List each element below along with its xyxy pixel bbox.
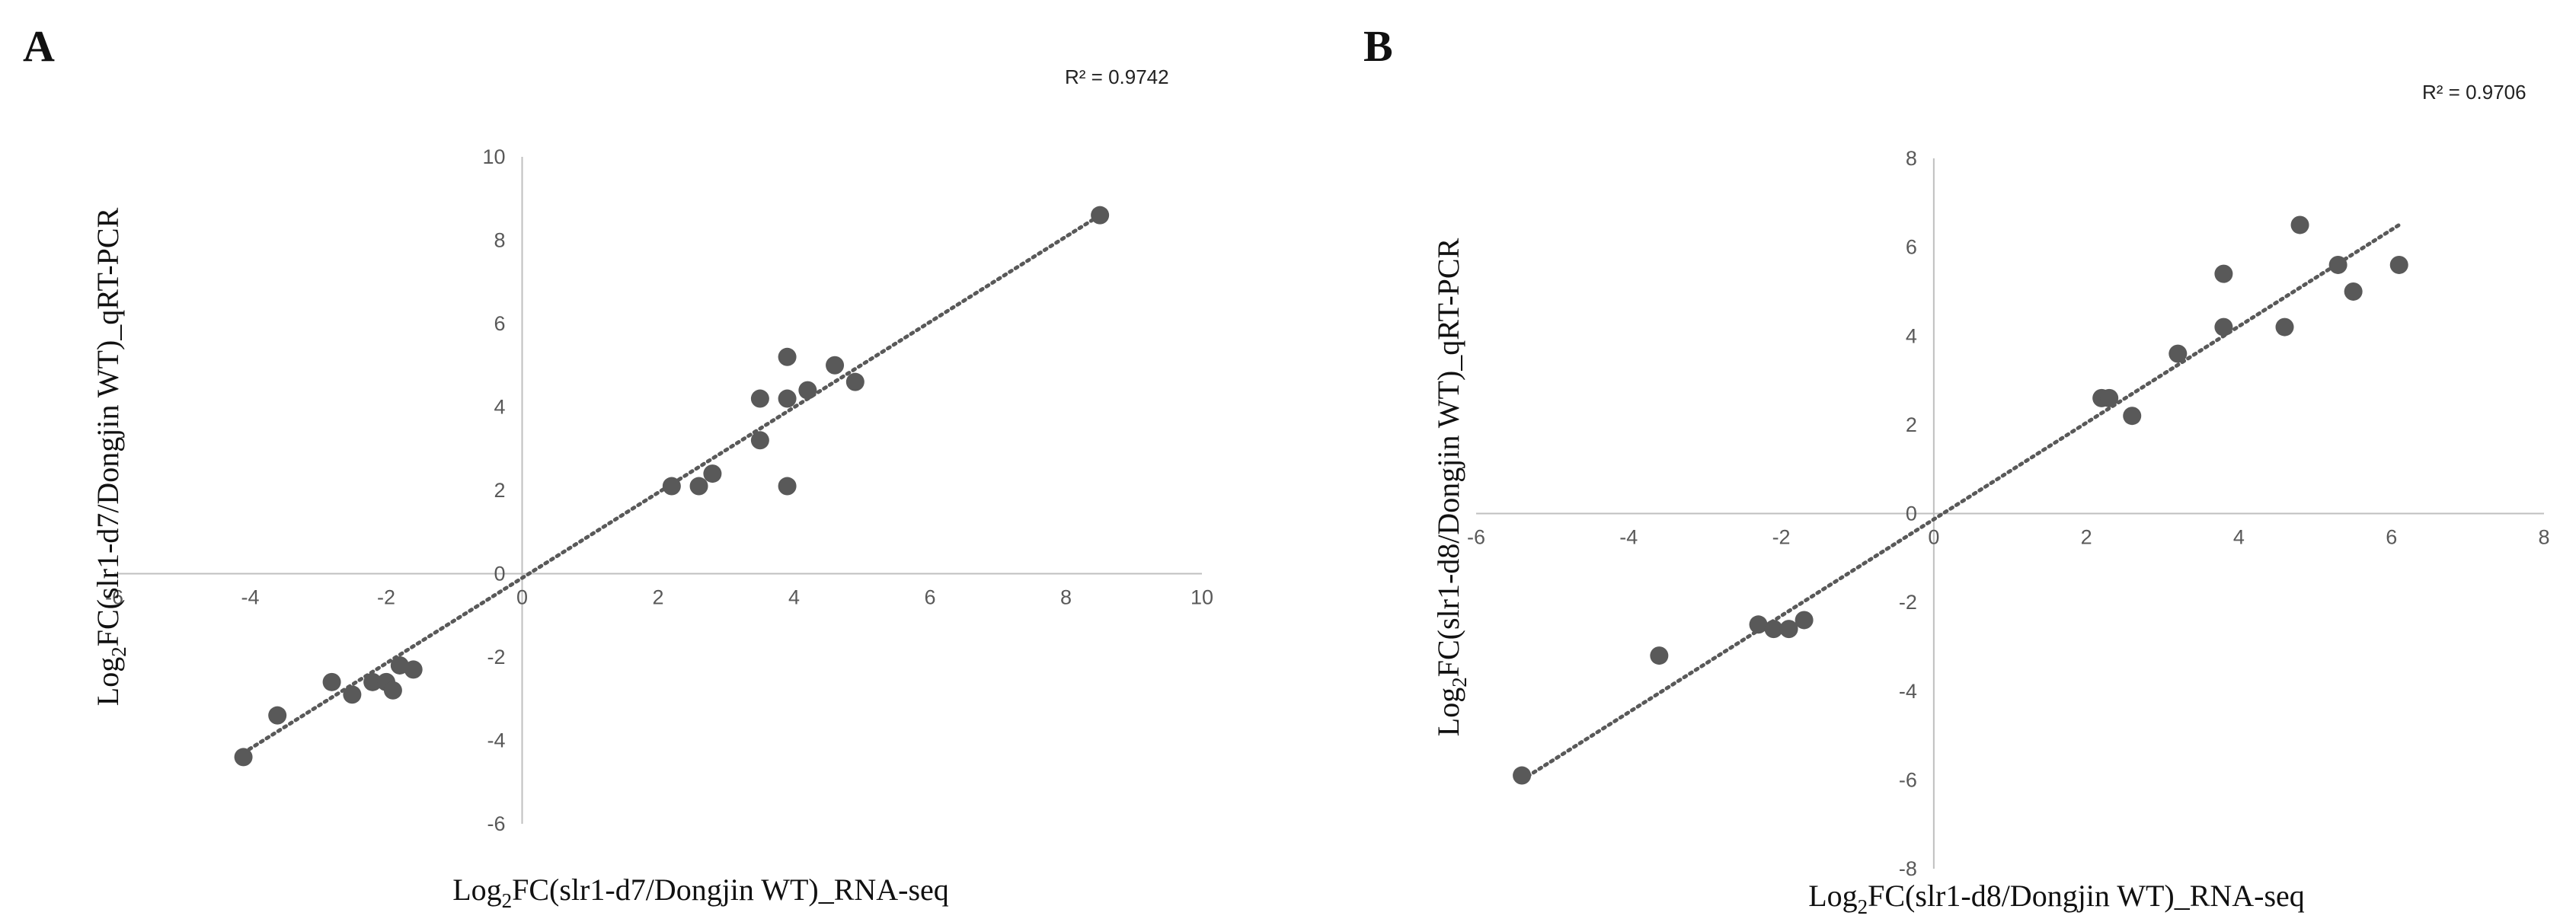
data-point <box>2169 344 2188 363</box>
y-tick-label: -2 <box>487 646 505 668</box>
x-tick-label: 2 <box>2081 526 2092 549</box>
data-point <box>703 464 722 483</box>
x-tick-label: -6 <box>105 586 123 609</box>
data-point <box>322 672 341 691</box>
data-point <box>826 356 845 375</box>
x-tick-label: -2 <box>1772 526 1791 549</box>
data-point <box>662 477 681 496</box>
x-tick-label: 4 <box>2233 526 2245 549</box>
y-tick-label: -2 <box>1899 591 1917 614</box>
y-tick-label: 8 <box>494 229 505 252</box>
data-point <box>845 372 865 391</box>
points-a <box>234 206 1110 767</box>
data-point <box>750 431 769 450</box>
axes-b <box>1476 158 2544 869</box>
tick-labels-a: -6 -4 -2 0 2 4 6 8 10 -6 -4 -2 0 2 4 6 8 10 <box>105 145 1213 835</box>
data-point <box>750 389 769 408</box>
data-point <box>778 389 797 408</box>
y-tick-label: 0 <box>1906 502 1917 525</box>
x-tick-label: -6 <box>1467 526 1485 549</box>
y-tick-label: 6 <box>1906 236 1917 259</box>
data-point <box>404 660 423 679</box>
x-tick-label: 8 <box>1060 586 1072 609</box>
y-tick-label: 0 <box>494 563 505 585</box>
data-point <box>2290 215 2309 234</box>
x-tick-label: 8 <box>2538 526 2549 549</box>
data-point <box>1513 766 1532 785</box>
x-tick-label: 0 <box>516 586 528 609</box>
y-axis-title-a: Log2FC(slr1-d7/Dongjin WT)_qRT-PCR <box>91 207 130 706</box>
x-tick-label: -4 <box>1619 526 1638 549</box>
r-squared-label-b: R² = 0.9706 <box>2422 81 2526 104</box>
data-point <box>1650 646 1669 665</box>
data-point <box>363 672 382 691</box>
axes-a <box>114 157 1202 824</box>
data-point <box>2389 255 2408 274</box>
panel-b: B R² = 0.9706 -6 -4 -2 0 2 4 6 8 -8 -6 -4 -2 0 2 4 6 8 L… <box>1363 21 2550 918</box>
data-point <box>2328 255 2347 274</box>
panel-a: A R² = 0.9742 -6 -4 -2 0 2 4 6 8 10 -6 -4 -2 0 2 4 6 8 10… <box>23 21 1213 912</box>
data-point <box>1764 620 1783 639</box>
panel-letter-b: B <box>1363 21 1393 71</box>
x-tick-label: 10 <box>1191 586 1213 609</box>
y-tick-label: 4 <box>494 396 505 419</box>
data-point <box>778 347 797 366</box>
data-point <box>234 748 253 767</box>
y-tick-label: -6 <box>487 812 505 835</box>
tick-labels-b: -6 -4 -2 0 2 4 6 8 -8 -6 -4 -2 0 2 4 6 8 <box>1467 147 2550 880</box>
y-tick-label: 4 <box>1906 324 1917 347</box>
data-point <box>2275 317 2294 337</box>
data-point <box>2214 264 2233 283</box>
data-point <box>268 706 287 725</box>
x-tick-label: 0 <box>1928 526 1939 549</box>
y-tick-label: 10 <box>482 145 505 168</box>
data-point <box>1091 206 1110 225</box>
data-point <box>343 685 362 704</box>
y-tick-label: 2 <box>494 479 505 502</box>
data-point <box>689 477 708 496</box>
data-point <box>778 477 797 496</box>
x-axis-title-b: Log2FC(slr1-d8/Dongjin WT)_RNA-seq <box>1808 879 2305 918</box>
data-point <box>2100 388 2119 407</box>
x-tick-label: -2 <box>377 586 395 609</box>
y-tick-label: 8 <box>1906 147 1917 170</box>
x-tick-label: 4 <box>788 586 800 609</box>
trendline-b <box>1520 222 2402 782</box>
data-point <box>2123 407 2142 426</box>
x-tick-label: -4 <box>241 586 259 609</box>
y-tick-label: -6 <box>1899 768 1917 791</box>
x-axis-title-a: Log2FC(slr1-d7/Dongjin WT)_RNA-seq <box>452 873 949 912</box>
data-point <box>1779 620 1798 639</box>
data-point <box>1749 615 1768 634</box>
panel-letter-a: A <box>23 21 55 71</box>
x-tick-label: 6 <box>924 586 935 609</box>
data-point <box>383 681 402 700</box>
x-tick-label: 2 <box>652 586 663 609</box>
y-tick-label: -8 <box>1899 857 1917 880</box>
y-tick-label: 2 <box>1906 413 1917 436</box>
data-point <box>798 381 817 400</box>
points-b <box>1513 215 2408 785</box>
data-point <box>2214 317 2233 337</box>
y-tick-label: 6 <box>494 312 505 335</box>
y-tick-label: -4 <box>1899 680 1917 703</box>
r-squared-label-a: R² = 0.9742 <box>1065 65 1169 88</box>
x-tick-label: 6 <box>2386 526 2397 549</box>
data-point <box>1795 611 1814 630</box>
trendline <box>1520 222 2402 782</box>
data-point <box>2344 282 2363 301</box>
y-tick-label: -4 <box>487 729 505 752</box>
y-axis-title-b: Log2FC(slr1-d8/Dongjin WT)_qRT-PCR <box>1431 238 1471 736</box>
